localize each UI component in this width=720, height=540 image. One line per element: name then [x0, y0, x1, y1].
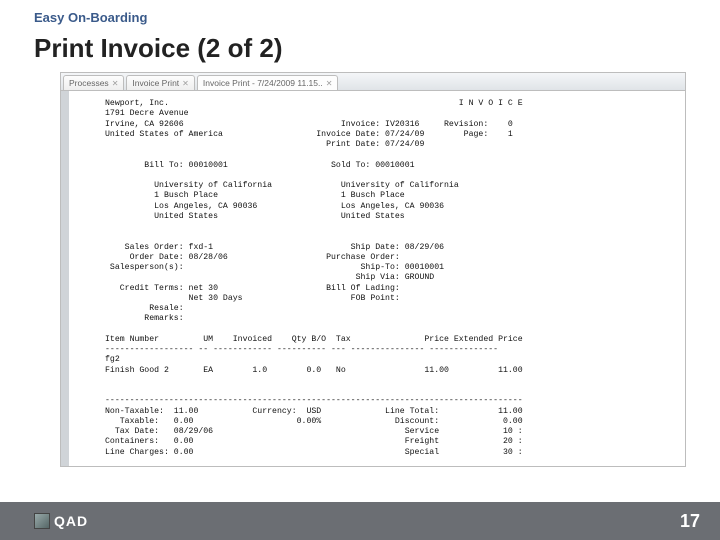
breadcrumb: Easy On-Boarding: [0, 0, 720, 25]
brand-text: QAD: [54, 513, 88, 529]
tab-label: Invoice Print - 7/24/2009 11.15..: [203, 78, 323, 88]
close-icon[interactable]: ✕: [112, 79, 119, 88]
close-icon[interactable]: ✕: [182, 79, 189, 88]
tab-processes[interactable]: Processes ✕: [63, 75, 124, 90]
close-icon[interactable]: ✕: [326, 79, 333, 88]
invoice-document: Newport, Inc. I N V O I C E 1791 Decre A…: [61, 91, 685, 466]
tab-label: Invoice Print: [132, 78, 179, 88]
app-window: Processes ✕ Invoice Print ✕ Invoice Prin…: [60, 72, 686, 467]
tab-invoice-print[interactable]: Invoice Print ✕: [126, 75, 194, 90]
slide-page-number: 17: [680, 511, 700, 532]
brand-icon: [34, 513, 50, 529]
tab-label: Processes: [69, 78, 109, 88]
tab-bar: Processes ✕ Invoice Print ✕ Invoice Prin…: [61, 73, 685, 91]
tab-invoice-print-dated[interactable]: Invoice Print - 7/24/2009 11.15.. ✕: [197, 75, 339, 90]
page-title: Print Invoice (2 of 2): [0, 25, 720, 72]
slide-footer: QAD 17: [0, 502, 720, 540]
brand-logo: QAD: [34, 513, 88, 529]
